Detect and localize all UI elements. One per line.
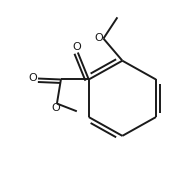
- Text: O: O: [94, 33, 103, 43]
- Text: O: O: [28, 73, 37, 83]
- Text: O: O: [72, 42, 81, 52]
- Text: O: O: [52, 103, 60, 113]
